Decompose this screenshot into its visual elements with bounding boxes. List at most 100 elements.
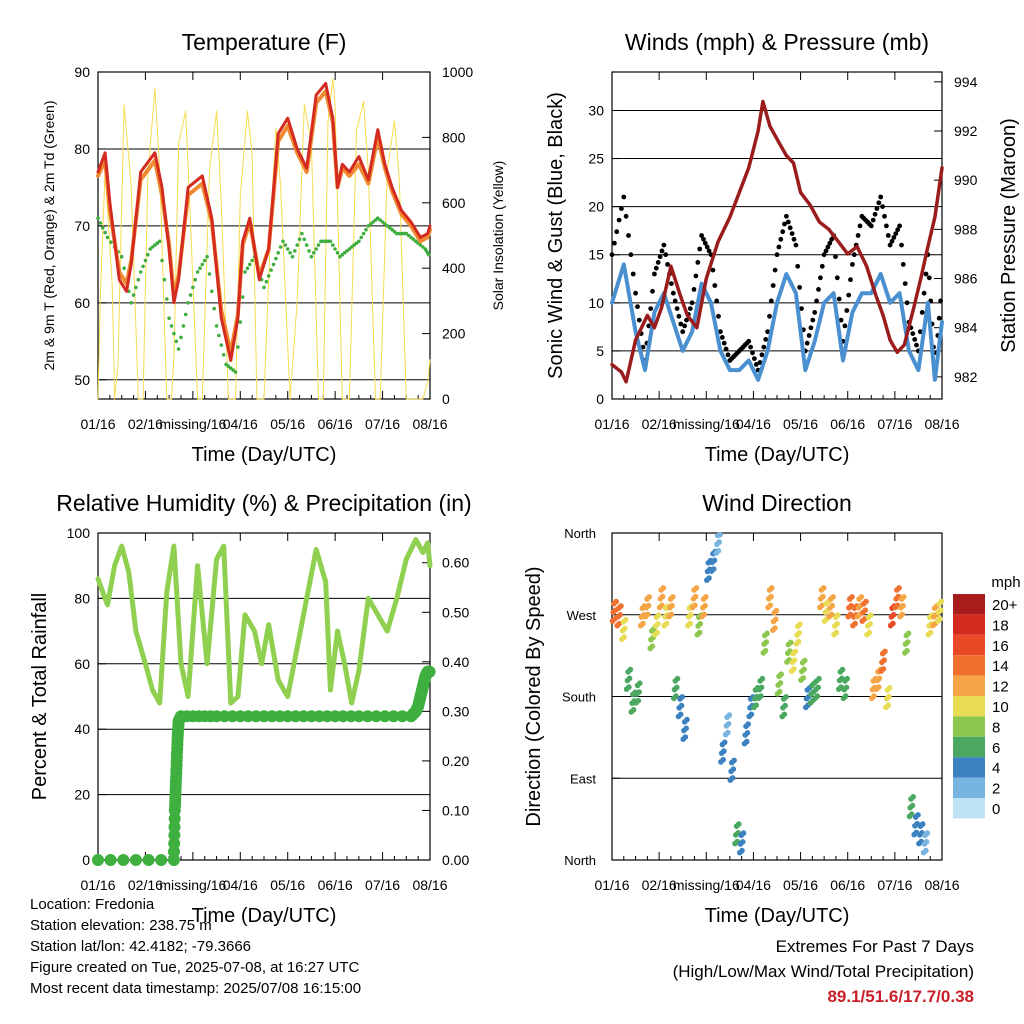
temperature-title: Temperature (F) bbox=[182, 29, 347, 55]
gust-point bbox=[765, 329, 770, 335]
gust-point bbox=[621, 194, 627, 200]
gust-point bbox=[663, 252, 669, 258]
x-tick-label: missing/16 bbox=[673, 877, 740, 893]
y-right-tick-label: 1000 bbox=[442, 64, 473, 80]
gust-point bbox=[748, 344, 753, 350]
x-tick-label: 07/16 bbox=[877, 877, 912, 893]
colorbar-label: 6 bbox=[992, 740, 1000, 757]
gust-point bbox=[899, 242, 904, 248]
dewpoint-point bbox=[411, 237, 416, 242]
gust-point bbox=[936, 315, 942, 321]
y-right-tick-label: 994 bbox=[954, 74, 978, 90]
dewpoint-point bbox=[376, 216, 380, 220]
direction-point bbox=[617, 612, 623, 618]
gust-point bbox=[818, 275, 823, 281]
dewpoint-point bbox=[295, 243, 300, 247]
dewpoint-point bbox=[96, 216, 100, 220]
dewpoint-point bbox=[297, 237, 302, 242]
humidity-left-ylabel: Percent & Total Rainfall bbox=[29, 593, 51, 801]
gust-point bbox=[926, 275, 932, 281]
dewpoint-point bbox=[314, 247, 319, 251]
direction-point bbox=[923, 847, 929, 854]
direction-point bbox=[677, 711, 684, 718]
x-tick-label: 06/16 bbox=[318, 416, 353, 432]
gust-point bbox=[746, 338, 752, 344]
dewpoint-point bbox=[364, 227, 368, 232]
dewpoint-point bbox=[219, 343, 224, 347]
dewpoint-point bbox=[387, 226, 392, 230]
gust-point bbox=[684, 317, 689, 323]
direction-point bbox=[711, 557, 718, 564]
direction-point bbox=[668, 611, 675, 618]
direction-point bbox=[753, 702, 759, 708]
direction-point bbox=[622, 625, 628, 632]
solar-insolation-line bbox=[97, 78, 431, 400]
dewpoint-point bbox=[169, 324, 174, 328]
dewpoint-point bbox=[357, 239, 361, 244]
direction-tick-label: East bbox=[570, 771, 596, 786]
gust-point bbox=[816, 287, 821, 292]
direction-point bbox=[687, 620, 693, 627]
colorbar-swatch bbox=[953, 696, 985, 717]
x-axis-label: Time (Day/UTC) bbox=[192, 444, 337, 466]
direction-point bbox=[745, 721, 751, 727]
dewpoint-point bbox=[352, 243, 356, 247]
x-tick-label: 01/16 bbox=[80, 877, 115, 893]
info-location: Location: Fredonia bbox=[30, 896, 155, 913]
y-right-tick-label: 0 bbox=[442, 391, 450, 407]
direction-point bbox=[814, 693, 821, 699]
y-tick-label: 30 bbox=[588, 102, 604, 118]
direction-point bbox=[871, 693, 877, 699]
dewpoint-point bbox=[285, 247, 290, 251]
direction-point bbox=[787, 639, 794, 646]
direction-point bbox=[693, 585, 700, 591]
gust-point bbox=[774, 252, 780, 258]
x-tick-label: 08/16 bbox=[412, 416, 447, 432]
gust-point bbox=[870, 217, 876, 223]
gust-point bbox=[772, 267, 778, 273]
dewpoint-point bbox=[226, 364, 231, 369]
direction-point bbox=[725, 721, 732, 727]
y-right-tick-label: 800 bbox=[442, 129, 466, 145]
direction-point bbox=[834, 621, 840, 627]
direction-point bbox=[684, 716, 690, 723]
speed-colorbar: mph 20+ 18 16 14 12 10 8 6 4 2 0 bbox=[953, 574, 1021, 819]
dewpoint-point bbox=[136, 277, 141, 282]
dewpoint-point bbox=[349, 245, 354, 249]
info-elevation: Station elevation: 238.75 m bbox=[30, 917, 212, 934]
wind-speed-line bbox=[610, 262, 944, 382]
x-tick-label: 01/16 bbox=[594, 877, 629, 893]
direction-point bbox=[655, 621, 661, 627]
direction-point bbox=[820, 593, 826, 600]
temp-left-ylabel: 2m & 9m T (Red, Orange) & 2m Td (Green) bbox=[41, 101, 57, 371]
dewpoint-point bbox=[188, 293, 193, 297]
x-tick-label: 02/16 bbox=[128, 416, 163, 432]
direction-point bbox=[725, 729, 731, 736]
x-tick-label: 01/16 bbox=[80, 416, 115, 432]
direction-point bbox=[622, 616, 629, 623]
direction-left-ylabel: Direction (Colored By Speed) bbox=[523, 566, 545, 826]
direction-point bbox=[706, 575, 712, 581]
gust-point bbox=[857, 223, 863, 229]
gust-point bbox=[850, 262, 855, 267]
dewpoint-point bbox=[167, 316, 171, 321]
direction-point bbox=[654, 629, 660, 636]
temperature-panel: Temperature (F) 01/16 02/16missing/1604/16… bbox=[41, 29, 506, 466]
winds-panel: Winds (mph) & Pressure (mb) 01/16 02/16mis… bbox=[545, 29, 1020, 466]
direction-point bbox=[927, 629, 934, 636]
dewpoint-point bbox=[109, 240, 113, 244]
gust-point bbox=[691, 287, 697, 292]
direction-title: Wind Direction bbox=[702, 490, 852, 516]
x-tick-label: 08/16 bbox=[924, 416, 959, 432]
dewpoint-point bbox=[307, 249, 311, 253]
direction-point bbox=[875, 684, 882, 690]
direction-point bbox=[679, 694, 685, 700]
y-tick-label: 90 bbox=[74, 64, 90, 80]
gust-point bbox=[902, 281, 908, 286]
direction-point bbox=[696, 629, 703, 636]
y-right-tick-label: 992 bbox=[954, 123, 978, 139]
dewpoint-point bbox=[409, 235, 413, 240]
dewpoint-point bbox=[202, 258, 207, 263]
gust-point bbox=[697, 246, 703, 252]
y-tick-label: 15 bbox=[588, 247, 604, 263]
